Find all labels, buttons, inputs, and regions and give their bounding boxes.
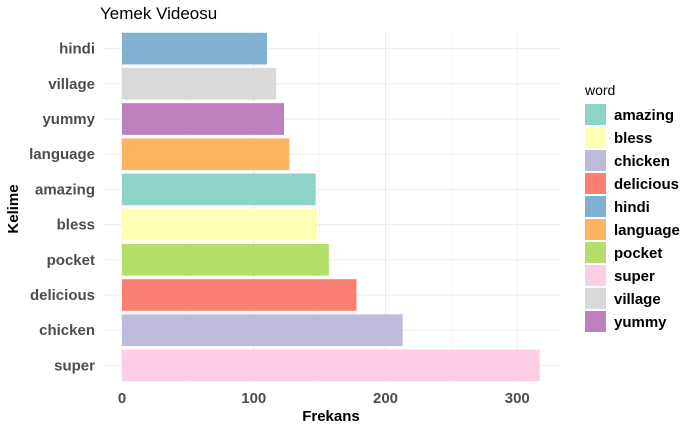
legend-key-amazing <box>585 104 606 125</box>
legend-title: word <box>584 82 615 98</box>
legend-key-bless <box>585 127 606 148</box>
y-tick-label-delicious: delicious <box>30 287 95 304</box>
legend-key-super <box>585 265 606 286</box>
legend-label-village: village <box>614 291 661 308</box>
bar-delicious <box>122 279 357 311</box>
y-tick-label-village: village <box>48 76 95 93</box>
x-tick-label-300: 300 <box>505 390 530 407</box>
y-tick-label-hindi: hindi <box>59 41 95 58</box>
bar-hindi <box>122 32 267 65</box>
bar-pocket <box>122 243 329 276</box>
legend-key-pocket <box>585 242 606 263</box>
legend-key-chicken <box>585 150 606 171</box>
bar-village <box>122 67 277 100</box>
y-tick-label-amazing: amazing <box>35 181 95 198</box>
legend-key-yummy <box>585 311 606 332</box>
legend-label-pocket: pocket <box>614 245 662 262</box>
y-tick-label-bless: bless <box>57 217 95 234</box>
legend-label-hindi: hindi <box>614 199 650 216</box>
bar-super <box>122 349 540 382</box>
y-tick-label-super: super <box>54 357 95 374</box>
y-tick-label-chicken: chicken <box>39 322 95 339</box>
legend-label-amazing: amazing <box>614 107 674 124</box>
legend-key-hindi <box>585 196 606 217</box>
y-tick-label-pocket: pocket <box>47 252 95 269</box>
bar-yummy <box>122 103 285 135</box>
legend-label-chicken: chicken <box>614 153 670 170</box>
legend-label-yummy: yummy <box>614 314 667 331</box>
y-axis-title: Kelime <box>5 184 22 233</box>
bar-bless <box>122 208 317 241</box>
legend-key-delicious <box>585 173 606 194</box>
x-axis-title: Frekans <box>302 408 360 425</box>
bar-amazing <box>122 173 316 206</box>
legend-key-language <box>585 219 606 240</box>
x-tick-label-0: 0 <box>118 390 126 407</box>
legend-label-bless: bless <box>614 130 652 147</box>
legend-label-language: language <box>614 222 680 239</box>
legend-label-super: super <box>614 268 655 285</box>
chart-title: Yemek Videosu <box>100 4 217 23</box>
legend: word amazing bless chicken delicious hindi la… <box>584 82 680 332</box>
bar-chicken <box>122 314 403 347</box>
x-tick-label-100: 100 <box>241 390 266 407</box>
legend-label-delicious: delicious <box>614 176 679 193</box>
bars <box>122 32 540 382</box>
x-tick-labels: 0 100 200 300 <box>118 390 530 407</box>
y-tick-label-yummy: yummy <box>42 111 95 128</box>
y-tick-label-language: language <box>29 146 95 163</box>
legend-key-village <box>585 288 606 309</box>
x-tick-label-200: 200 <box>373 390 398 407</box>
y-tick-labels: super chicken delicious pocket bless amazing l… <box>29 41 96 375</box>
bar-language <box>122 138 290 171</box>
